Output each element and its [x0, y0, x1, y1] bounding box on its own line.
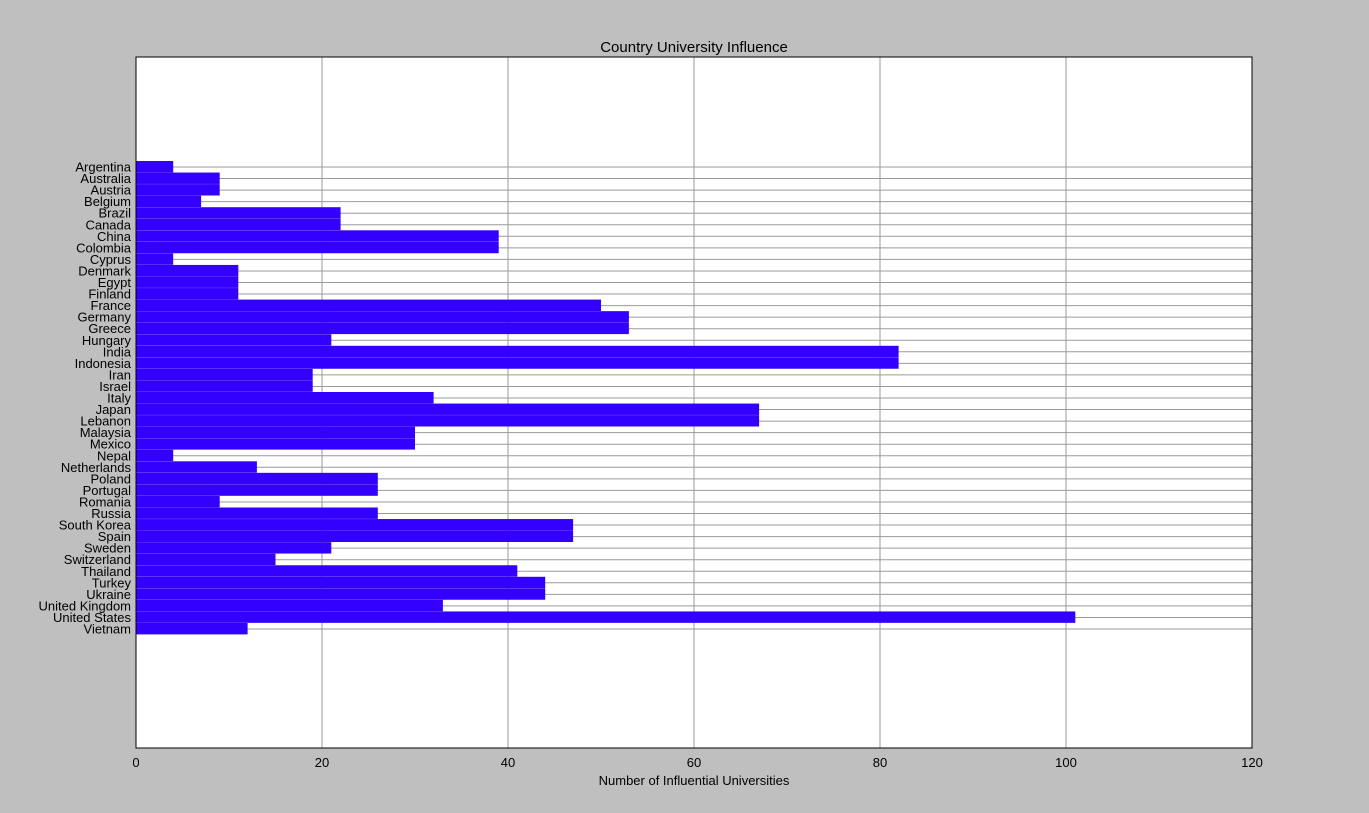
y-tick-label: Denmark: [78, 263, 131, 278]
y-tick-label: Egypt: [98, 275, 132, 290]
bar: [136, 542, 332, 554]
bar: [136, 218, 341, 231]
bar: [136, 565, 518, 577]
y-tick-label: Finland: [88, 287, 131, 302]
bar: [136, 553, 276, 566]
y-tick-label: Vietnam: [84, 622, 131, 637]
y-tick-label: China: [97, 229, 132, 244]
bar: [136, 161, 174, 173]
y-tick-label: United States: [53, 610, 132, 625]
bar: [136, 230, 499, 242]
y-tick-label: Austria: [91, 183, 132, 198]
bar: [136, 311, 629, 323]
bar: [136, 184, 220, 196]
chart-title: Country University Influence: [600, 39, 788, 56]
y-tick-label: Australia: [80, 171, 131, 186]
bar: [136, 426, 415, 439]
bar: [136, 472, 378, 485]
bar: [136, 345, 899, 358]
y-tick-label: Romania: [79, 494, 132, 509]
bar: [136, 207, 341, 219]
x-tick-labels: 0 20 40 60 80 100 120: [132, 755, 1262, 770]
bar: [136, 576, 546, 589]
x-axis-title: Number of Influential Universities: [599, 773, 790, 788]
bar: [136, 322, 629, 335]
y-tick-label: Switzerland: [64, 552, 131, 567]
y-tick-label: Israel: [99, 379, 131, 394]
bar: [136, 288, 239, 300]
y-tick-label: Italy: [107, 391, 131, 406]
y-tick-label: Mexico: [90, 437, 131, 452]
y-tick-label: Hungary: [82, 333, 132, 348]
bar: [136, 588, 546, 600]
y-tick-label: Japan: [96, 402, 131, 417]
y-tick-label: Portugal: [83, 483, 132, 498]
x-tick-label: 40: [501, 755, 515, 770]
x-tick-label: 100: [1055, 755, 1077, 770]
bar: [136, 623, 248, 635]
bar: [136, 172, 220, 184]
y-tick-label: Malaysia: [80, 425, 132, 440]
y-tick-label: Belgium: [84, 194, 131, 209]
bars: [136, 161, 1076, 635]
bar: [136, 599, 443, 612]
y-tick-label: Germany: [78, 310, 132, 325]
y-tick-label: Argentina: [75, 160, 131, 175]
x-tick-label: 60: [687, 755, 701, 770]
plot-frame: [135, 56, 1253, 749]
y-tick-label: South Korea: [59, 518, 132, 533]
bar: [136, 334, 332, 346]
x-tick-label: 20: [315, 755, 329, 770]
y-tick-label: Poland: [91, 471, 131, 486]
y-tick-label: Brazil: [98, 206, 131, 221]
bar: [136, 611, 1076, 623]
bar: [136, 276, 239, 288]
y-tick-label: Lebanon: [80, 414, 131, 429]
y-tick-label: Spain: [98, 529, 131, 544]
y-tick-label: Indonesia: [75, 356, 132, 371]
bar: [136, 484, 378, 496]
bar: [136, 438, 415, 450]
bar: [136, 380, 313, 392]
y-tick-label: Cyprus: [90, 252, 132, 267]
y-tick-label: Russia: [91, 506, 132, 521]
y-tick-label: Sweden: [84, 541, 131, 556]
y-tick-label: Greece: [88, 321, 131, 336]
y-tick-label: Canada: [85, 217, 131, 232]
bar: [136, 368, 313, 381]
x-tick-label: 0: [132, 755, 139, 770]
bar: [136, 530, 574, 542]
bar: [136, 392, 434, 404]
y-tick-label: Ukraine: [86, 587, 131, 602]
y-tick-label: India: [103, 344, 132, 359]
bar: [136, 461, 257, 473]
bar: [136, 403, 760, 415]
bar: [136, 415, 760, 427]
bar: [136, 253, 174, 265]
y-tick-label: Colombia: [76, 240, 132, 255]
bar: [136, 357, 899, 369]
y-tick-label: Thailand: [81, 564, 131, 579]
bar: [136, 299, 601, 311]
y-tick-label: Nepal: [97, 448, 131, 463]
bar: [136, 449, 174, 462]
bar: [136, 507, 378, 519]
y-tick-label: Iran: [109, 367, 131, 382]
y-tick-label: France: [91, 298, 131, 313]
y-tick-label: Turkey: [92, 575, 132, 590]
x-tick-label: 80: [873, 755, 887, 770]
y-tick-labels: ArgentinaAustraliaAustriaBelgiumBrazilCa…: [39, 160, 132, 637]
bar: [136, 264, 239, 277]
bar: [136, 241, 499, 254]
x-tick-label: 120: [1241, 755, 1263, 770]
bar: [136, 495, 220, 508]
bar: [136, 519, 574, 531]
bar: [136, 195, 202, 208]
y-tick-label: Netherlands: [61, 460, 132, 475]
y-tick-label: United Kingdom: [39, 598, 132, 613]
